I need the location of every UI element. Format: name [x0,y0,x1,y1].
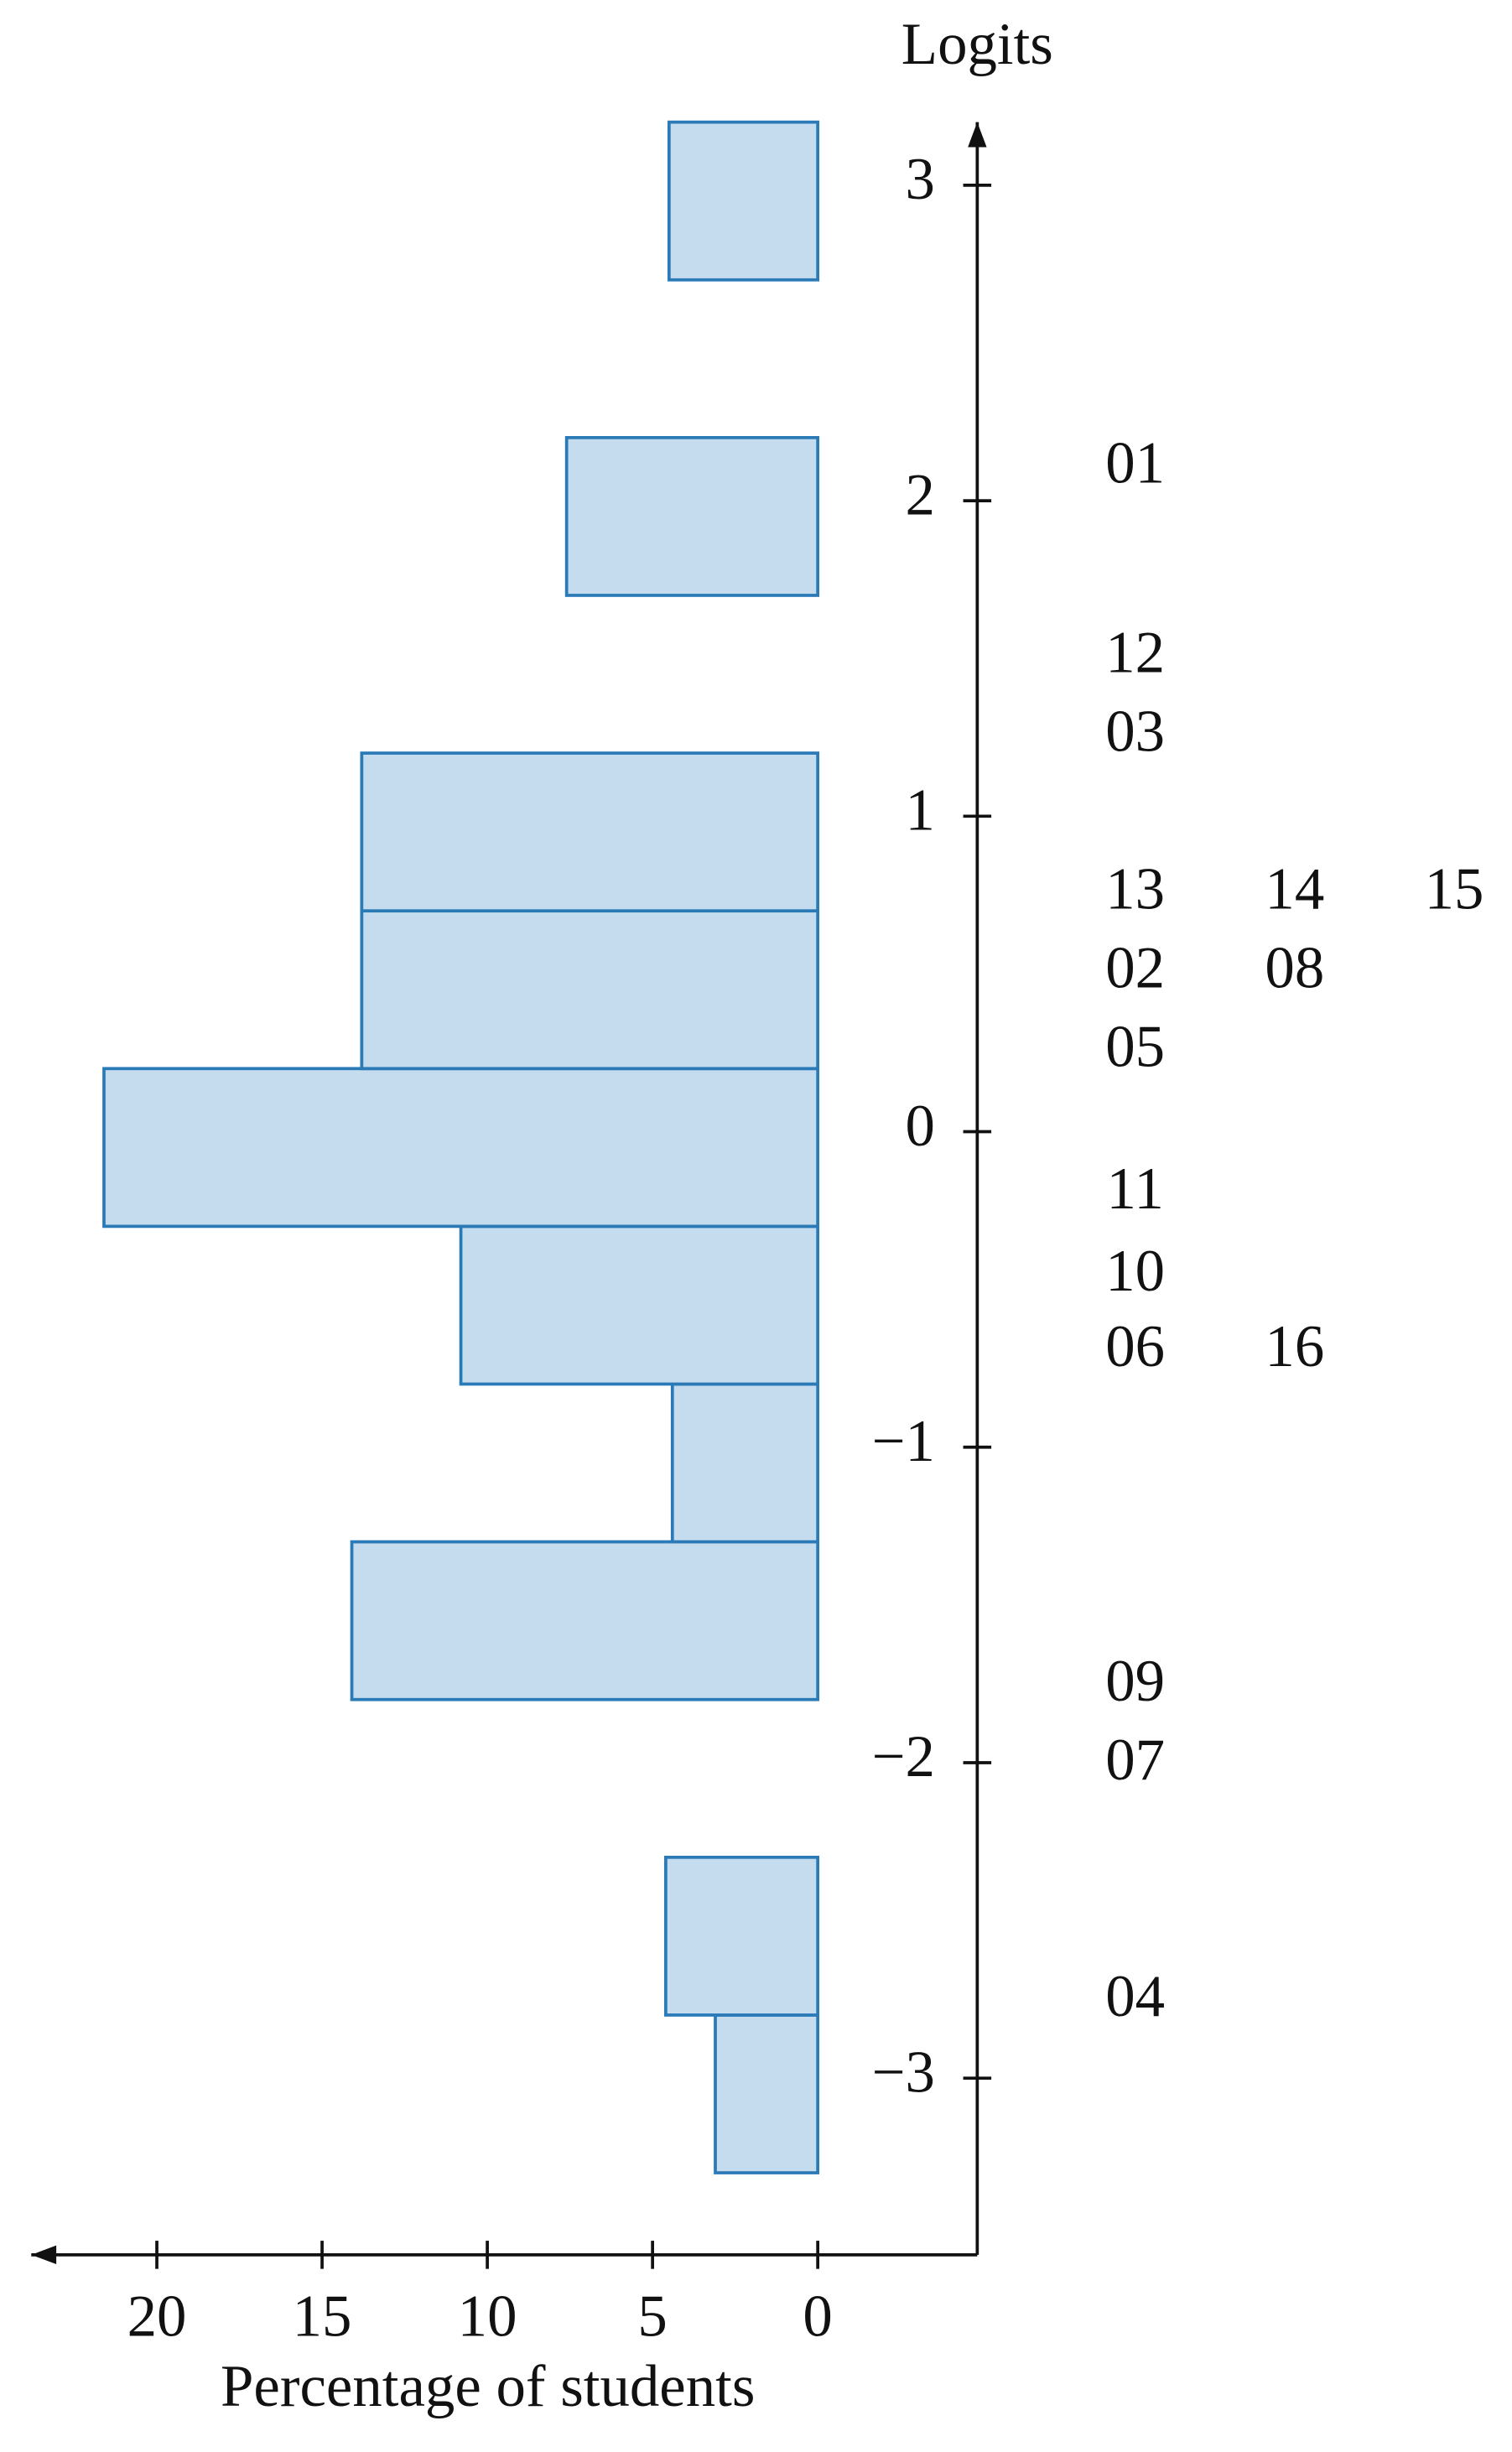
bar [564,435,820,597]
y-tick-label: 1 [906,778,935,844]
y-tick-label: −3 [872,2039,935,2105]
item-label: 09 [1105,1649,1165,1714]
item-label: 12 [1105,620,1165,685]
x-tick-label: 20 [127,2283,187,2349]
y-axis-title: Logits [901,12,1053,77]
x-axis-title: Percentage of students [221,2354,755,2419]
y-tick-label: 3 [906,147,935,212]
bar [664,1855,820,2017]
item-label: 05 [1105,1015,1165,1080]
item-label: 02 [1105,936,1165,1001]
x-tick-label: 15 [293,2283,352,2349]
item-label: 07 [1105,1727,1165,1793]
bar [360,751,820,913]
item-label: 14 [1265,857,1324,922]
bar [714,2013,820,2174]
item-label: 04 [1105,1964,1165,2029]
item-label: 10 [1105,1239,1165,1304]
item-label: 08 [1265,936,1324,1001]
y-tick-label: 0 [906,1094,935,1159]
y-tick-label: −2 [872,1724,935,1790]
bar [350,1540,820,1701]
x-tick-label: 5 [637,2283,667,2349]
item-label: 06 [1105,1314,1165,1379]
x-tick-label: 0 [803,2283,832,2349]
bar [360,909,820,1071]
x-tick-label: 10 [458,2283,517,2349]
bar [670,1382,820,1544]
bar [667,120,820,282]
y-axis-arrow [968,122,987,148]
item-label: 01 [1105,431,1165,496]
item-label: 16 [1265,1314,1324,1379]
y-tick-label: −1 [872,1409,935,1474]
item-label: 11 [1107,1156,1164,1222]
item-label: 13 [1105,857,1165,922]
bar [459,1224,820,1386]
x-axis-arrow [31,2245,57,2265]
item-label: 03 [1105,699,1165,765]
bar [102,1067,820,1229]
y-tick-label: 2 [906,462,935,527]
item-label: 15 [1425,857,1484,922]
